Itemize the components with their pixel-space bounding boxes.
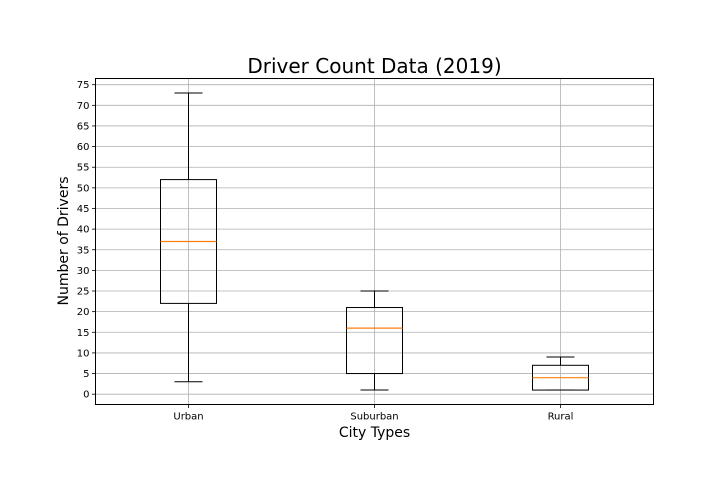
x-tick-label: Urban xyxy=(173,412,203,423)
y-tick-label: 0 xyxy=(83,390,89,401)
iqr-box xyxy=(346,307,403,375)
y-tick-label: 25 xyxy=(77,287,90,298)
x-axis-ticks: Urban Suburban Rural xyxy=(173,404,574,423)
box-urban xyxy=(160,92,217,383)
box-rural xyxy=(532,356,589,391)
y-tick-label: 20 xyxy=(77,307,90,318)
y-axis-ticks: 0 5 10 15 20 25 30 35 40 45 50 55 60 65 70 75 xyxy=(77,80,96,401)
box-suburban xyxy=(346,290,403,391)
box-layer xyxy=(160,92,589,391)
y-tick-label: 35 xyxy=(77,245,90,256)
y-tick-label: 40 xyxy=(77,225,90,236)
x-axis-label: City Types xyxy=(339,425,410,441)
chart-title: Driver Count Data (2019) xyxy=(247,54,501,78)
x-tick-label: Rural xyxy=(548,412,574,423)
y-tick-label: 60 xyxy=(77,142,90,153)
y-tick-label: 10 xyxy=(77,348,90,359)
y-tick-label: 15 xyxy=(77,328,90,339)
y-tick-label: 75 xyxy=(77,80,90,91)
y-tick-label: 70 xyxy=(77,101,90,112)
y-axis-label: Number of Drivers xyxy=(56,176,72,305)
y-tick-label: 30 xyxy=(77,266,90,277)
y-tick-label: 65 xyxy=(77,121,90,132)
y-tick-label: 50 xyxy=(77,183,90,194)
y-tick-label: 45 xyxy=(77,204,90,215)
y-tick-label: 5 xyxy=(83,369,89,380)
x-tick-label: Suburban xyxy=(350,412,398,423)
y-tick-label: 55 xyxy=(77,163,90,174)
